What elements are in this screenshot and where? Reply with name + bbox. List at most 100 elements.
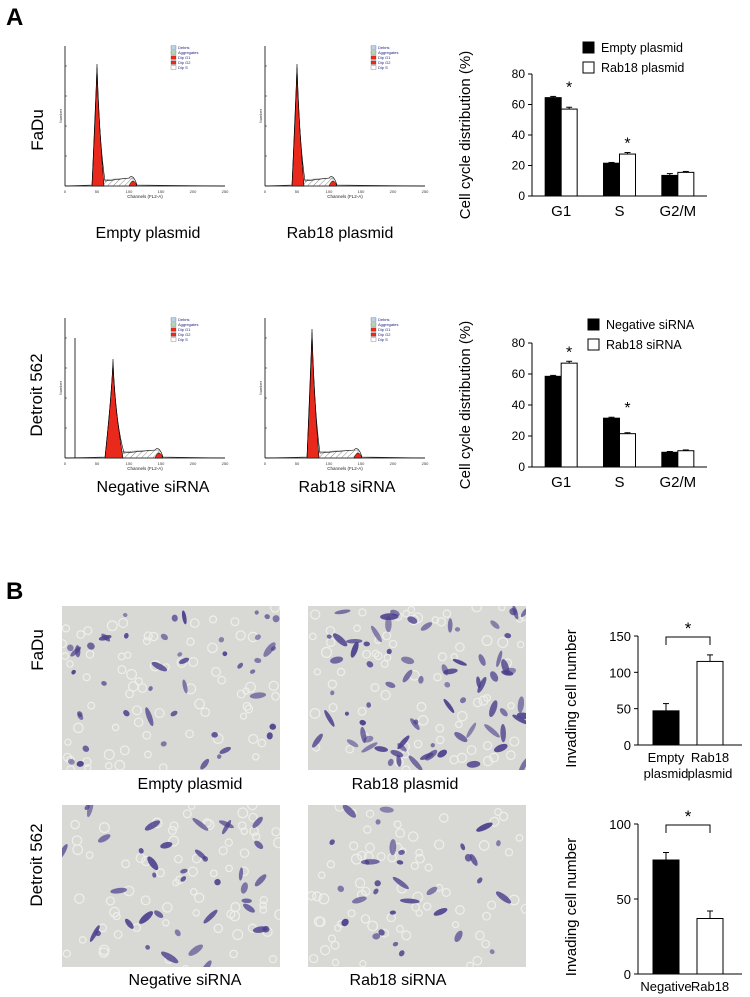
- invading-cell: [460, 843, 466, 851]
- invading-cell: [216, 754, 222, 759]
- bar-rab18-plasmid: [619, 153, 636, 197]
- flow-legend-swatch: [370, 327, 377, 332]
- flow-y-label: Number: [258, 108, 263, 123]
- membrane-pore: [516, 640, 525, 649]
- membrane-pore: [327, 679, 338, 689]
- caption-empty-plasmid-b: Empty plasmid: [137, 776, 243, 793]
- flow-x-tick: 150: [158, 189, 165, 194]
- invading-cell: [346, 639, 363, 644]
- flow-x-tick: 50: [95, 189, 100, 194]
- invading-cell: [351, 896, 367, 904]
- membrane-pore: [167, 825, 177, 835]
- invading-cell: [374, 746, 388, 752]
- flow-x-label: Channels (FL2-A): [327, 194, 363, 199]
- legend-swatch: [587, 338, 600, 351]
- membrane-pore: [362, 649, 372, 659]
- membrane-pore: [85, 649, 95, 659]
- invading-cell: [398, 849, 405, 855]
- membrane-pore: [437, 652, 447, 662]
- flow-x-label: Channels (FL2-A): [127, 194, 163, 199]
- invading-cell: [249, 692, 267, 699]
- membrane-pore: [135, 853, 146, 864]
- invading-cell: [181, 610, 187, 625]
- membrane-pore: [350, 853, 363, 865]
- membrane-pore: [313, 916, 325, 927]
- bar-rab18-sirna: [677, 450, 695, 468]
- membrane-pore: [509, 736, 520, 747]
- y-tick-label: 50: [617, 892, 631, 907]
- flow-legend-swatch: [370, 55, 377, 60]
- flow-legend-label: Aggregates: [378, 50, 398, 55]
- membrane-pore: [489, 816, 500, 827]
- invading-cell: [218, 637, 225, 643]
- membrane-pore: [84, 764, 92, 770]
- y-tick-label: 40: [512, 128, 526, 142]
- invading-cell: [447, 618, 453, 633]
- legend-label: Rab18 siRNA: [606, 338, 682, 352]
- membrane-pore: [154, 707, 165, 719]
- flow-histogram-rab18-sirna: Number 0 50 100 150 200 250 Channels (FL2-A) Deb…: [258, 317, 429, 471]
- membrane-pore: [449, 754, 459, 765]
- invading-cell: [477, 877, 483, 884]
- invading-cell: [188, 944, 203, 956]
- invasion-chart-plasmid: 0 50 100 150 Invading cell number Emptyplasmi…: [563, 619, 742, 781]
- flow-x-tick: 100: [326, 189, 333, 194]
- invading-cell: [454, 930, 463, 943]
- flow-legend-label: Dip G2: [378, 332, 391, 337]
- membrane-pore: [245, 681, 257, 693]
- membrane-pore: [194, 892, 205, 903]
- invading-cell: [160, 741, 167, 747]
- membrane-pore: [310, 609, 321, 620]
- membrane-pore: [62, 949, 71, 958]
- membrane-pore: [441, 887, 451, 897]
- flow-legend-swatch: [370, 317, 377, 322]
- invading-cell: [192, 818, 209, 831]
- membrane-pore: [422, 902, 432, 911]
- invading-cell: [350, 641, 359, 658]
- membrane-pore: [237, 821, 247, 830]
- membrane-pore: [457, 710, 468, 722]
- invading-cell: [180, 876, 187, 882]
- flow-legend-swatch: [370, 332, 377, 337]
- invading-cell: [437, 749, 448, 758]
- invading-cell: [252, 816, 263, 829]
- invading-cell: [123, 710, 130, 717]
- invading-cell: [332, 633, 348, 647]
- bar-negative-sirna: [652, 859, 680, 975]
- x-tick-label: G2/M: [659, 474, 696, 491]
- invading-cell: [433, 907, 448, 916]
- membrane-pore: [257, 738, 267, 748]
- flow-legend-swatch: [370, 65, 377, 70]
- membrane-pore: [407, 831, 419, 842]
- legend-label: Negative siRNA: [606, 318, 695, 332]
- invading-cell: [174, 929, 181, 937]
- bar-empty-plasmid: [603, 162, 620, 197]
- flow-histogram-outline: [264, 63, 426, 187]
- caption-rab18-plasmid-a: Rab18 plasmid: [286, 225, 394, 242]
- x-tick-label: Empty: [648, 750, 685, 765]
- invading-cell: [520, 607, 526, 618]
- flow-g2-peak: [353, 452, 363, 459]
- membrane-pore: [482, 740, 493, 751]
- membrane-pore: [507, 702, 515, 710]
- flow-legend-label: Dip S: [378, 65, 388, 70]
- invading-cell: [401, 656, 415, 665]
- membrane-pore: [312, 891, 323, 902]
- membrane-pore: [411, 902, 420, 912]
- flow-legend-swatch: [370, 50, 377, 55]
- flow-histogram-outline: [64, 358, 226, 459]
- invading-cell: [454, 732, 468, 743]
- membrane-pore: [158, 763, 168, 770]
- membrane-pore: [70, 819, 80, 830]
- membrane-pore: [109, 906, 120, 918]
- membrane-pore: [189, 618, 200, 628]
- invading-cell: [177, 652, 183, 657]
- flow-x-tick: 200: [390, 189, 397, 194]
- invading-cell: [375, 819, 381, 825]
- flow-legend-label: Debris: [378, 317, 390, 322]
- membrane-pore: [481, 939, 490, 949]
- y-axis-label: Invading cell number: [563, 629, 580, 767]
- invading-cell: [504, 633, 512, 639]
- row-label-fadu-a: FaDu: [28, 109, 47, 151]
